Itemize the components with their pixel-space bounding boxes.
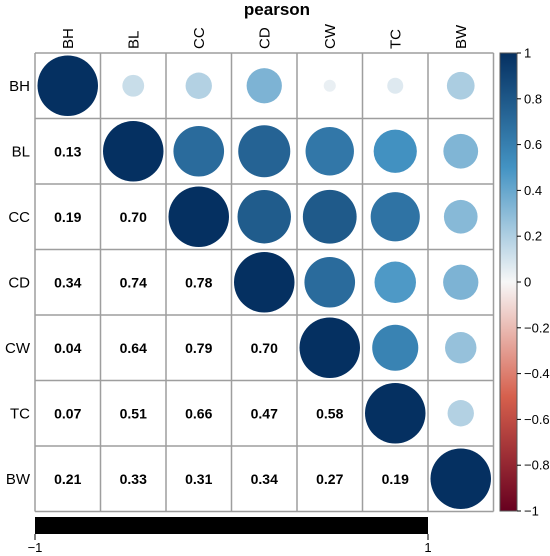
corr-circle-TC-BW: [447, 400, 474, 427]
colorbar-tick-label: −0.6: [524, 412, 550, 427]
corr-value-CD-CC: 0.78: [185, 274, 212, 290]
colorbar-tick-label: 0.4: [524, 183, 542, 198]
corr-circle-CC-BW: [443, 199, 478, 234]
colorbar-tick-label: 1: [524, 46, 531, 61]
corr-circle-CC-CW: [302, 189, 357, 244]
bottom-label-left: −1: [28, 540, 43, 555]
corr-circle-CD-CD: [234, 252, 295, 313]
corr-circle-CC-TC: [370, 192, 420, 242]
corr-circle-BL-BW: [443, 133, 479, 169]
colorbar-tick-label: −0.2: [524, 320, 550, 335]
bottom-bar: −1 1: [28, 517, 432, 555]
corr-value-CW-CD: 0.70: [251, 340, 278, 356]
bottom-black-bar: [35, 517, 428, 534]
corr-value-TC-CC: 0.66: [185, 405, 212, 421]
corr-value-BL-BH: 0.13: [54, 143, 81, 159]
col-label-CW: CW: [322, 23, 339, 49]
matrix-grid: [34, 52, 495, 513]
matrix-cells: 0.13 0.19 0.70 0.34 0.74 0.78 0.04 0.64 0.79 0.70…: [37, 55, 491, 509]
corr-circle-BH-CW: [323, 79, 336, 92]
corr-value-TC-CD: 0.47: [251, 405, 278, 421]
row-label-BL: BL: [12, 143, 30, 160]
corr-circle-BH-CC: [185, 72, 212, 99]
row-label-CD: CD: [8, 274, 30, 291]
row-label-BW: BW: [6, 471, 31, 488]
corr-circle-CD-TC: [374, 261, 416, 303]
corr-value-TC-BH: 0.07: [54, 405, 81, 421]
row-label-TC: TC: [10, 405, 30, 422]
corr-circle-BH-CD: [246, 68, 282, 104]
colorbar-rect: [499, 52, 518, 512]
col-label-CD: CD: [256, 27, 273, 49]
corr-circle-BH-BW: [446, 71, 475, 100]
corr-value-BW-CD: 0.34: [251, 471, 278, 487]
corr-value-BW-CC: 0.31: [185, 471, 212, 487]
corr-circle-CW-CW: [299, 317, 360, 378]
colorbar: 1 0.8 0.6 0.4 0.2 0 −0.2 −0.4 −0.6 −0.8 −1: [499, 46, 550, 519]
corr-circle-BL-CW: [305, 127, 354, 176]
corr-value-TC-CW: 0.58: [316, 405, 343, 421]
col-label-BH: BH: [60, 28, 77, 49]
corr-circle-BW-BW: [430, 448, 491, 509]
corr-value-CC-BH: 0.19: [54, 209, 81, 225]
corr-circle-BH-BL: [122, 74, 145, 97]
corr-value-CW-BH: 0.04: [54, 340, 81, 356]
row-label-CC: CC: [8, 209, 30, 226]
corr-value-BW-TC: 0.19: [382, 471, 409, 487]
colorbar-tick-label: 0.8: [524, 91, 542, 106]
row-label-CW: CW: [5, 340, 31, 357]
corr-circle-CC-CC: [168, 186, 229, 247]
corr-value-BW-CW: 0.27: [316, 471, 343, 487]
corr-circle-BH-TC: [387, 77, 404, 94]
corr-circle-CW-BW: [445, 332, 477, 364]
bottom-label-right: 1: [424, 540, 431, 555]
corr-circle-BL-TC: [373, 129, 417, 173]
col-label-BW: BW: [453, 24, 470, 49]
colorbar-tick-label: 0: [524, 275, 531, 290]
corr-circle-BL-BL: [103, 121, 164, 182]
corr-value-CD-BH: 0.34: [54, 274, 81, 290]
row-label-BH: BH: [9, 78, 30, 95]
corr-circle-CW-TC: [372, 324, 419, 371]
col-label-CC: CC: [191, 27, 208, 49]
chart-title: pearson: [244, 0, 310, 19]
corr-value-BW-BL: 0.33: [120, 471, 147, 487]
colorbar-tick-label: −1: [524, 504, 539, 519]
corr-value-CC-BL: 0.70: [120, 209, 147, 225]
corr-circle-BH-BH: [37, 55, 98, 116]
corr-circle-TC-TC: [365, 383, 426, 444]
colorbar-tick-label: −0.4: [524, 366, 550, 381]
colorbar-tick-label: 0.2: [524, 229, 542, 244]
colorbar-tick-label: −0.8: [524, 458, 550, 473]
colorbar-tick-label: 0.6: [524, 137, 542, 152]
corr-circle-CC-CD: [237, 190, 291, 244]
corr-value-CW-CC: 0.79: [185, 340, 212, 356]
corr-value-TC-BL: 0.51: [120, 405, 147, 421]
corr-value-CD-BL: 0.74: [120, 274, 147, 290]
col-label-TC: TC: [387, 29, 404, 49]
corr-value-CW-BL: 0.64: [120, 340, 147, 356]
corr-circle-CD-BW: [443, 264, 479, 300]
corr-circle-CD-CW: [304, 256, 356, 308]
col-label-BL: BL: [125, 31, 142, 49]
corr-value-BW-BH: 0.21: [54, 471, 81, 487]
variable-labels: BH BH BL BL CC CC CD CD CW CW TC TC BW BW: [5, 23, 470, 488]
corr-circle-BL-CD: [238, 125, 291, 178]
corr-circle-BL-CC: [173, 125, 225, 177]
